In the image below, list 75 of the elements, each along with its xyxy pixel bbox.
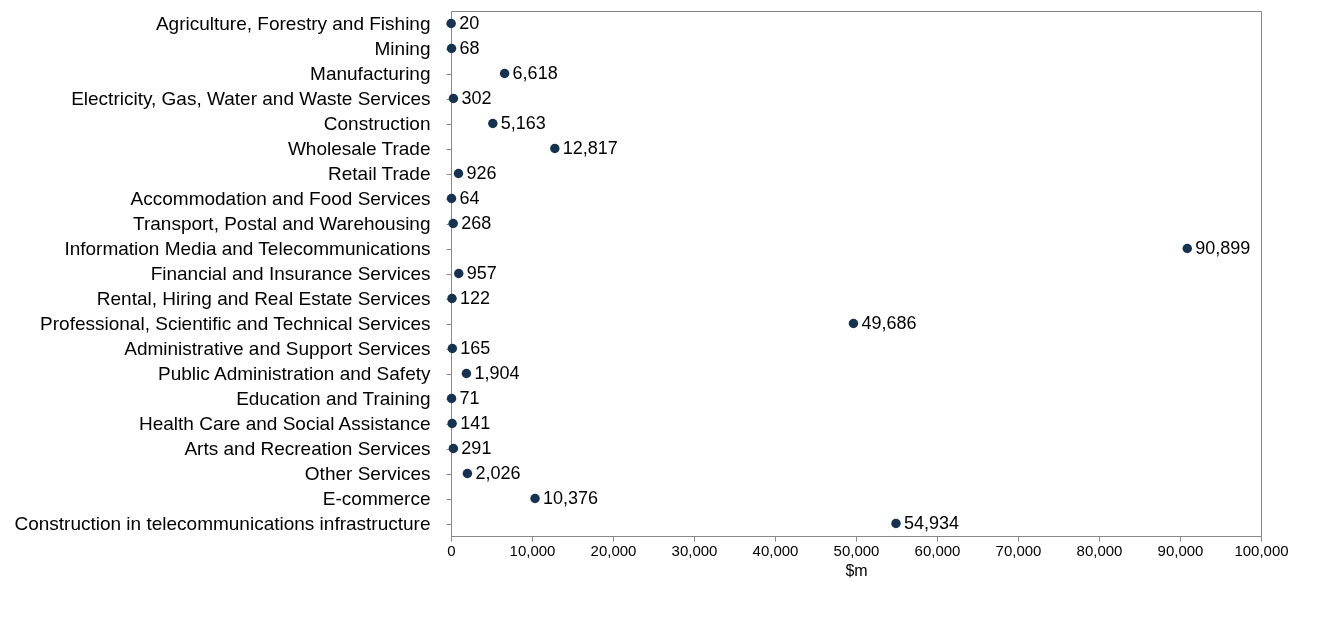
data-label: 165	[460, 337, 491, 358]
data-label: 2,026	[475, 462, 521, 483]
point	[448, 93, 459, 104]
x-tick-label: 30,000	[671, 541, 718, 559]
data-label: 20	[459, 12, 480, 33]
y-tick-label: Information Media and Telecommunications	[64, 238, 431, 259]
point	[891, 518, 901, 529]
point	[550, 143, 560, 154]
y-tick-label: Manufacturing	[310, 63, 431, 84]
y-tick-label: Electricity, Gas, Water and Waste Services	[71, 88, 431, 109]
y-tick-label: Agriculture, Forestry and Fishing	[155, 13, 431, 34]
y-tick-label: Arts and Recreation Services	[184, 438, 431, 459]
y-tick-label: Health Care and Social Assistance	[139, 413, 431, 434]
data-label: 6,618	[512, 62, 558, 83]
y-tick-label: Construction	[323, 113, 431, 134]
y-tick-label: Mining	[374, 38, 431, 59]
data-label: 54,934	[903, 512, 960, 533]
y-tick-label: Rental, Hiring and Real Estate Services	[96, 288, 431, 309]
x-tick-label: 0	[447, 541, 456, 559]
data-label: 64	[459, 187, 480, 208]
y-tick-label: Education and Training	[236, 388, 431, 409]
x-tick-label: 70,000	[995, 541, 1042, 559]
y-tick-label: Construction in telecommunications infrastructure	[14, 513, 431, 534]
data-label: 68	[459, 37, 480, 58]
x-tick-label: 100,000	[1234, 541, 1289, 559]
y-tick-label: Professional, Scientific and Technical Services	[40, 313, 431, 334]
data-label: 268	[461, 212, 492, 233]
point	[1182, 243, 1193, 254]
y-tick-label: Wholesale Trade	[287, 138, 431, 159]
data-label: 1,904	[474, 362, 520, 383]
point	[848, 318, 859, 329]
x-tick-label: 50,000	[833, 541, 880, 559]
data-label: 957	[466, 262, 497, 283]
point	[462, 468, 473, 479]
point	[447, 293, 457, 304]
x-tick-label: 40,000	[752, 541, 799, 559]
data-label: 291	[461, 437, 492, 458]
y-tick-label: Retail Trade	[328, 163, 431, 184]
x-tick-label: 90,000	[1157, 541, 1204, 559]
x-tick-label: 10,000	[509, 541, 556, 559]
y-tick-label: E-commerce	[322, 488, 431, 509]
y-tick-label: Administrative and Support Services	[124, 338, 431, 359]
data-label: 71	[459, 387, 480, 408]
point	[447, 343, 458, 354]
point	[461, 368, 472, 379]
point	[499, 68, 510, 79]
point	[446, 393, 457, 404]
data-label: 49,686	[861, 312, 917, 333]
point	[530, 493, 540, 504]
y-tick-label: Financial and Insurance Services	[150, 263, 431, 284]
data-label: 12,817	[562, 137, 618, 158]
point	[446, 193, 457, 204]
x-tick-label: 60,000	[914, 541, 961, 559]
x-axis-title: $m	[845, 561, 868, 579]
point	[448, 218, 458, 229]
y-tick-label: Other Services	[304, 463, 431, 484]
y-tick-label: Public Administration and Safety	[158, 363, 431, 384]
data-label: 10,376	[543, 487, 599, 508]
point	[488, 118, 498, 129]
point	[448, 443, 459, 454]
x-tick-label: 20,000	[590, 541, 637, 559]
y-tick-label: Accommodation and Food Services	[130, 188, 431, 209]
point	[447, 418, 457, 429]
data-label: 926	[466, 162, 497, 183]
point	[453, 168, 464, 179]
data-label: 90,899	[1195, 237, 1251, 258]
point	[446, 18, 456, 29]
x-tick-label: 80,000	[1076, 541, 1123, 559]
point	[446, 43, 457, 54]
data-label: 302	[461, 87, 492, 108]
data-label: 141	[460, 412, 491, 433]
point	[454, 268, 464, 279]
data-label: 5,163	[500, 112, 546, 133]
data-label: 122	[459, 287, 491, 308]
y-tick-label: Transport, Postal and Warehousing	[133, 213, 431, 234]
